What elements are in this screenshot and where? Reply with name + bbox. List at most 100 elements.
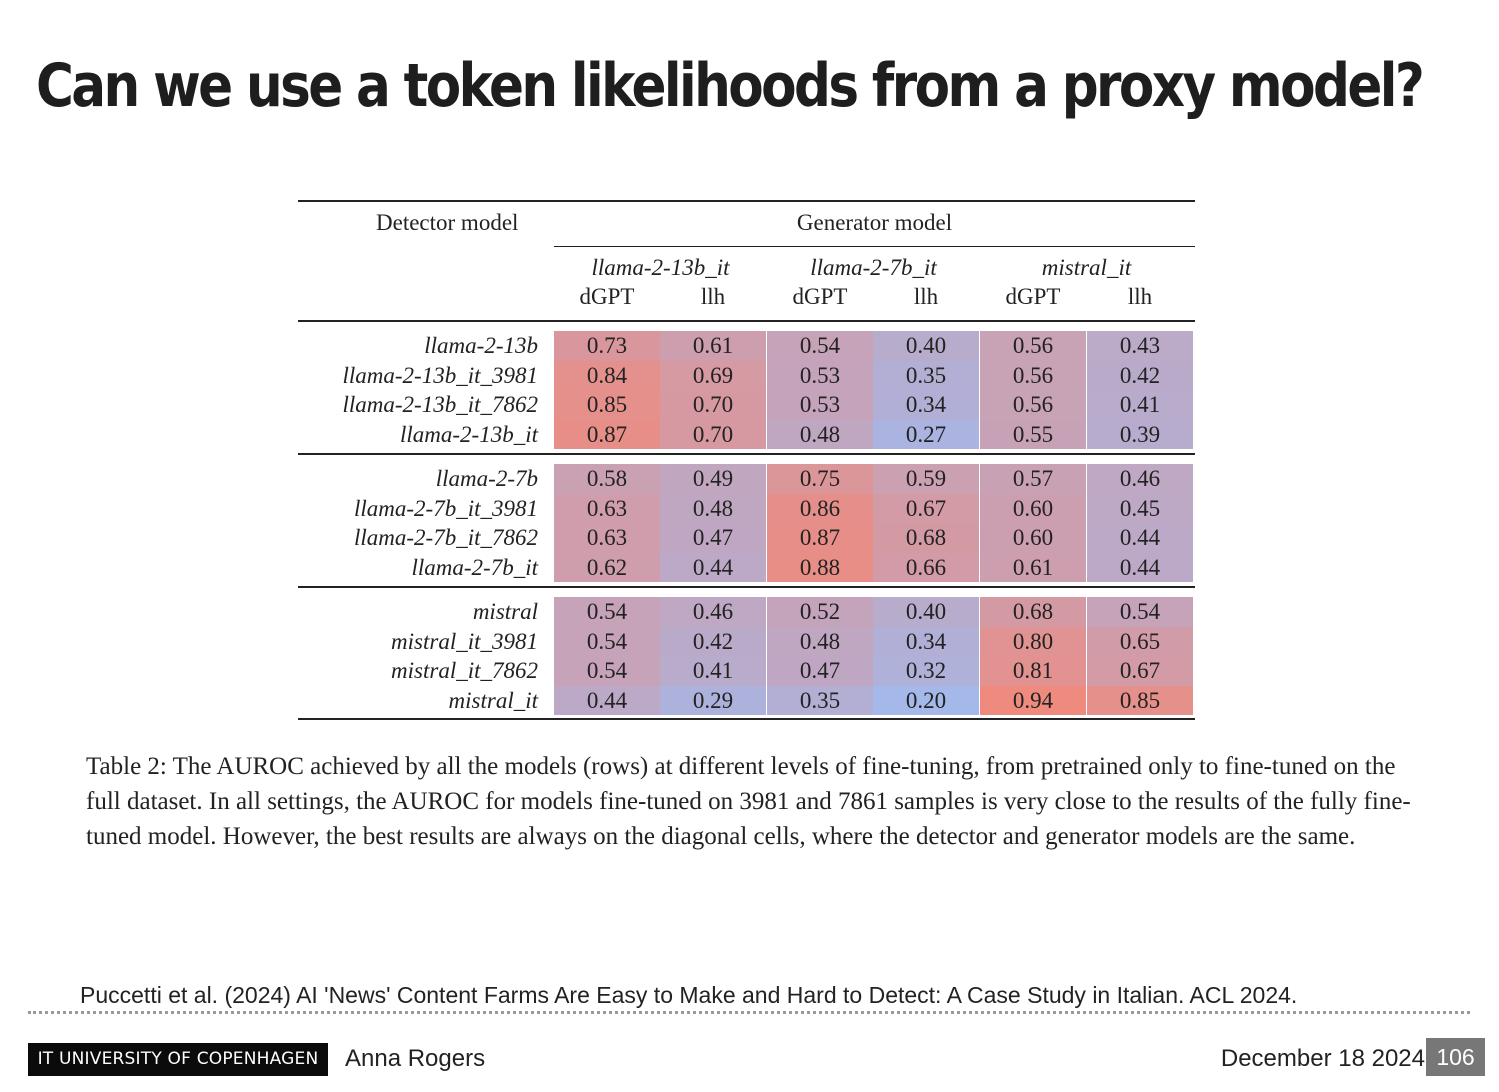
table-bottom-rule (298, 718, 1195, 720)
auroc-cell: 0.55 (980, 419, 1086, 449)
auroc-cell: 0.46 (1087, 464, 1193, 494)
auroc-cell: 0.94 (980, 685, 1086, 715)
auroc-cell: 0.56 (980, 390, 1086, 420)
detector-row-label: mistral_it_7862 (391, 658, 538, 683)
subcol-header: llh (913, 284, 939, 309)
auroc-cell: 0.49 (660, 464, 766, 494)
subcol-header: dGPT (579, 284, 635, 309)
subcol-header: llh (1127, 284, 1153, 309)
auroc-cell: 0.85 (1087, 685, 1193, 715)
auroc-cell: 0.20 (873, 685, 979, 715)
auroc-cell: 0.87 (767, 523, 873, 553)
auroc-cell: 0.80 (980, 626, 1086, 656)
auroc-cell: 0.62 (554, 552, 660, 582)
auroc-cell: 0.75 (767, 464, 873, 494)
auroc-cell: 0.44 (1087, 523, 1193, 553)
detector-row-label: llama-2-7b_it (411, 554, 539, 580)
auroc-cell: 0.29 (660, 685, 766, 715)
auroc-cell: 0.40 (873, 597, 979, 627)
auroc-cell: 0.63 (554, 493, 660, 523)
table-caption: Table 2: The AUROC achieved by all the m… (86, 753, 1411, 850)
auroc-cell: 0.60 (980, 523, 1086, 553)
auroc-cell: 0.40 (873, 331, 979, 361)
auroc-cell: 0.54 (1087, 597, 1193, 627)
auroc-cell: 0.66 (873, 552, 979, 582)
footer-divider (28, 1011, 1470, 1014)
auroc-cell: 0.53 (767, 390, 873, 420)
auroc-cell: 0.69 (660, 360, 766, 390)
page-number: 106 (1426, 1038, 1485, 1076)
auroc-cell: 0.73 (554, 331, 660, 361)
auroc-cell: 0.44 (660, 552, 766, 582)
presentation-date: December 18 2024 (1220, 1045, 1425, 1072)
auroc-cell: 0.61 (980, 552, 1086, 582)
auroc-cell: 0.56 (980, 360, 1086, 390)
auroc-cell: 0.32 (873, 656, 979, 686)
detector-row-label: mistral_it_3981 (391, 628, 538, 654)
slide-title: Can we use a token likelihoods from a pr… (36, 51, 1425, 121)
auroc-cell: 0.70 (660, 390, 766, 420)
auroc-cell: 0.88 (767, 552, 873, 582)
detector-row-label: llama-2-7b (435, 466, 538, 491)
auroc-cell: 0.63 (554, 523, 660, 553)
auroc-cell: 0.67 (1087, 656, 1193, 686)
auroc-cell: 0.42 (660, 626, 766, 656)
auroc-cell: 0.65 (1087, 626, 1193, 656)
auroc-cell: 0.87 (554, 419, 660, 449)
subcol-header: llh (700, 284, 726, 309)
auroc-cell: 0.54 (767, 331, 873, 361)
auroc-cell: 0.47 (660, 523, 766, 553)
header-bottom-rule (298, 320, 1195, 322)
auroc-cell: 0.34 (873, 390, 979, 420)
auroc-cell: 0.41 (1087, 390, 1193, 420)
detector-row-label: llama-2-13b_it_7862 (342, 392, 539, 417)
auroc-cell: 0.41 (660, 656, 766, 686)
auroc-cell: 0.35 (873, 360, 979, 390)
auroc-cell: 0.43 (1087, 331, 1193, 361)
detector-model-header: Detector model (376, 210, 519, 235)
auroc-cell: 0.57 (980, 464, 1086, 494)
auroc-cell: 0.45 (1087, 493, 1193, 523)
detector-row-label: llama-2-7b_it_3981 (354, 495, 538, 521)
detector-row-label: mistral_it (448, 687, 538, 713)
table-top-rule (298, 200, 1195, 202)
auroc-cell: 0.54 (554, 626, 660, 656)
auroc-cell: 0.35 (767, 685, 873, 715)
auroc-cell: 0.52 (767, 597, 873, 627)
generator-model-header: Generator model (796, 210, 953, 235)
auroc-cell: 0.48 (660, 493, 766, 523)
auroc-cell: 0.48 (767, 419, 873, 449)
detector-row-label: mistral (472, 599, 538, 624)
auroc-cell: 0.54 (554, 656, 660, 686)
auroc-cell: 0.56 (980, 331, 1086, 361)
detector-row-label: llama-2-7b_it_7862 (354, 525, 538, 550)
auroc-cell: 0.58 (554, 464, 660, 494)
auroc-cell: 0.47 (767, 656, 873, 686)
citation: Puccetti et al. (2024) AI 'News' Content… (80, 982, 1298, 1008)
generator-name: llama-2-13b_it (591, 255, 730, 280)
auroc-cell: 0.42 (1087, 360, 1193, 390)
auroc-cell: 0.44 (554, 685, 660, 715)
auroc-cell: 0.68 (980, 597, 1086, 627)
auroc-cell: 0.81 (980, 656, 1086, 686)
auroc-cell: 0.85 (554, 390, 660, 420)
auroc-cell: 0.44 (1087, 552, 1193, 582)
group-separator-rule (298, 586, 1195, 588)
auroc-cell: 0.70 (660, 419, 766, 449)
group-separator-rule (298, 453, 1195, 455)
auroc-cell: 0.68 (873, 523, 979, 553)
auroc-cell: 0.34 (873, 626, 979, 656)
author-name: Anna Rogers (345, 1045, 486, 1072)
detector-row-label: llama-2-13b_it_3981 (342, 362, 539, 388)
auroc-cell: 0.46 (660, 597, 766, 627)
auroc-cell: 0.84 (554, 360, 660, 390)
university-logo: IT UNIVERSITY OF COPENHAGEN (28, 1043, 328, 1076)
auroc-cell: 0.60 (980, 493, 1086, 523)
generator-underline (554, 246, 1195, 247)
auroc-cell: 0.27 (873, 419, 979, 449)
generator-name: mistral_it (1041, 255, 1132, 280)
subcol-header: dGPT (1005, 284, 1061, 309)
detector-row-label: llama-2-13b_it (400, 421, 538, 447)
detector-row-label: llama-2-13b (424, 333, 538, 358)
auroc-cell: 0.54 (554, 597, 660, 627)
